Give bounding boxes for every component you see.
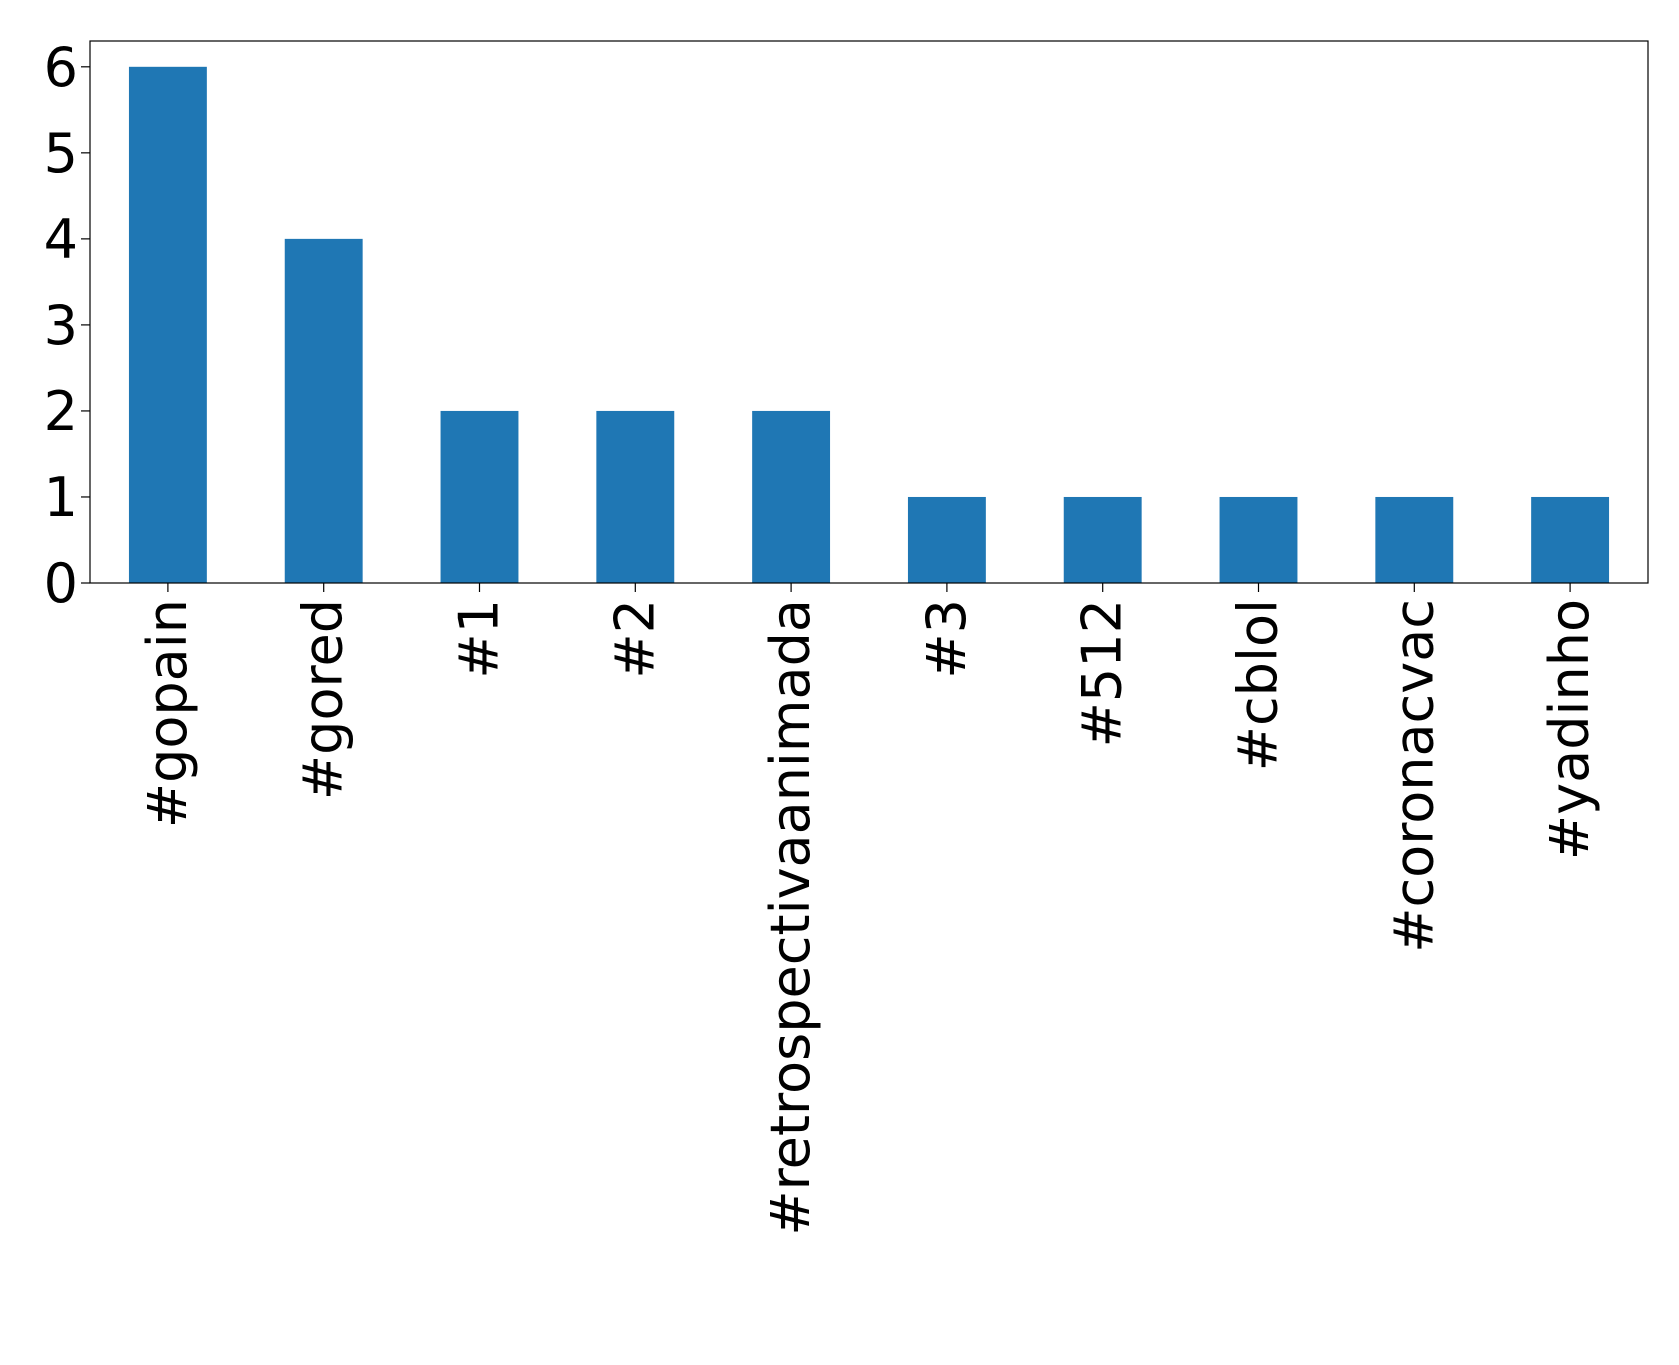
- bars-group: [128, 66, 1610, 583]
- x-tick-label: #1: [448, 599, 511, 679]
- y-tick-label: 0: [44, 552, 78, 615]
- x-tick-label: #gored: [292, 599, 355, 800]
- y-tick-label: 6: [44, 36, 78, 99]
- bar: [1219, 496, 1298, 583]
- x-tick-label: #gopain: [136, 599, 199, 828]
- bar: [1375, 496, 1454, 583]
- x-tick-label: #cblol: [1227, 599, 1290, 771]
- bar: [440, 410, 519, 583]
- y-tick-label: 3: [44, 294, 78, 357]
- x-tick-label: #yadinho: [1538, 599, 1601, 860]
- x-tick-label: #3: [915, 599, 978, 679]
- y-axis-ticks: 0 1 2 3 4 5 6: [44, 36, 90, 615]
- bar: [284, 238, 363, 583]
- x-tick-label: #coronacvac: [1382, 599, 1445, 953]
- bar: [1063, 496, 1142, 583]
- bar: [1531, 496, 1610, 583]
- x-tick-label: #retrospectivaanimada: [759, 599, 822, 1236]
- x-tick-label: #512: [1071, 599, 1134, 747]
- y-tick-label: 2: [44, 380, 78, 443]
- bar: [596, 410, 675, 583]
- y-tick-label: 5: [44, 122, 78, 185]
- x-axis-ticks: #gopain #gored #1 #2 #retrospectivaanimada #3…: [136, 583, 1601, 1236]
- bar: [128, 66, 207, 583]
- plot-area-frame: [89, 40, 1649, 584]
- bar: [907, 496, 986, 583]
- y-tick-label: 4: [44, 208, 78, 271]
- x-tick-label: #2: [603, 599, 666, 679]
- y-tick-label: 1: [44, 466, 78, 529]
- bar: [752, 410, 831, 583]
